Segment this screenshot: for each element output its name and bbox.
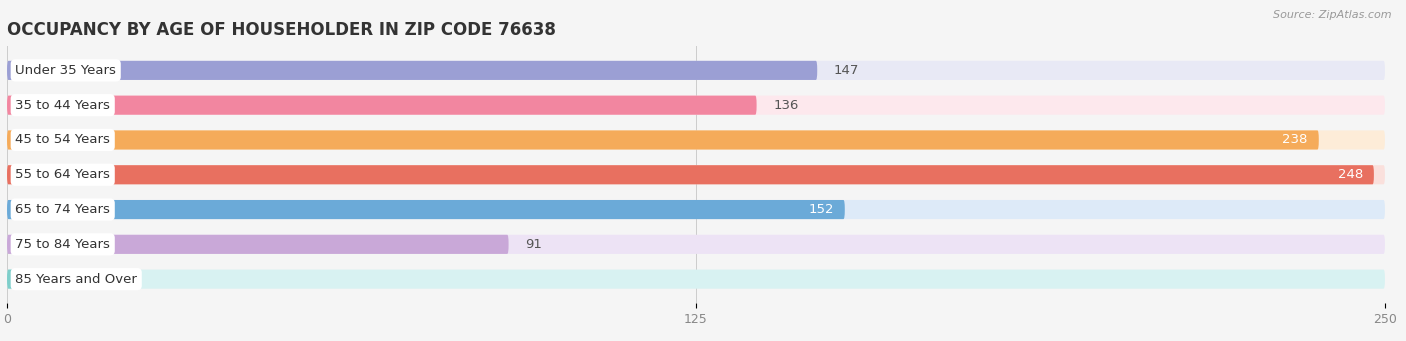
FancyBboxPatch shape [7,200,1385,219]
FancyBboxPatch shape [7,235,509,254]
Text: 152: 152 [808,203,834,216]
FancyBboxPatch shape [7,95,756,115]
FancyBboxPatch shape [7,235,1385,254]
Text: Under 35 Years: Under 35 Years [15,64,117,77]
Text: 248: 248 [1337,168,1362,181]
FancyBboxPatch shape [7,61,1385,80]
Text: 65 to 74 Years: 65 to 74 Years [15,203,110,216]
Text: Source: ZipAtlas.com: Source: ZipAtlas.com [1274,10,1392,20]
Text: 35 to 44 Years: 35 to 44 Years [15,99,110,112]
Text: OCCUPANCY BY AGE OF HOUSEHOLDER IN ZIP CODE 76638: OCCUPANCY BY AGE OF HOUSEHOLDER IN ZIP C… [7,21,555,39]
FancyBboxPatch shape [7,270,67,289]
FancyBboxPatch shape [7,95,1385,115]
Text: 11: 11 [84,273,101,286]
Text: 238: 238 [1282,133,1308,147]
Text: 45 to 54 Years: 45 to 54 Years [15,133,110,147]
FancyBboxPatch shape [7,130,1319,150]
Text: 55 to 64 Years: 55 to 64 Years [15,168,110,181]
Text: 136: 136 [773,99,799,112]
FancyBboxPatch shape [7,270,1385,289]
FancyBboxPatch shape [7,165,1385,184]
FancyBboxPatch shape [7,61,817,80]
Text: 91: 91 [524,238,541,251]
Text: 75 to 84 Years: 75 to 84 Years [15,238,110,251]
Text: 147: 147 [834,64,859,77]
FancyBboxPatch shape [7,165,1374,184]
Text: 85 Years and Over: 85 Years and Over [15,273,138,286]
FancyBboxPatch shape [7,130,1385,150]
FancyBboxPatch shape [7,200,845,219]
